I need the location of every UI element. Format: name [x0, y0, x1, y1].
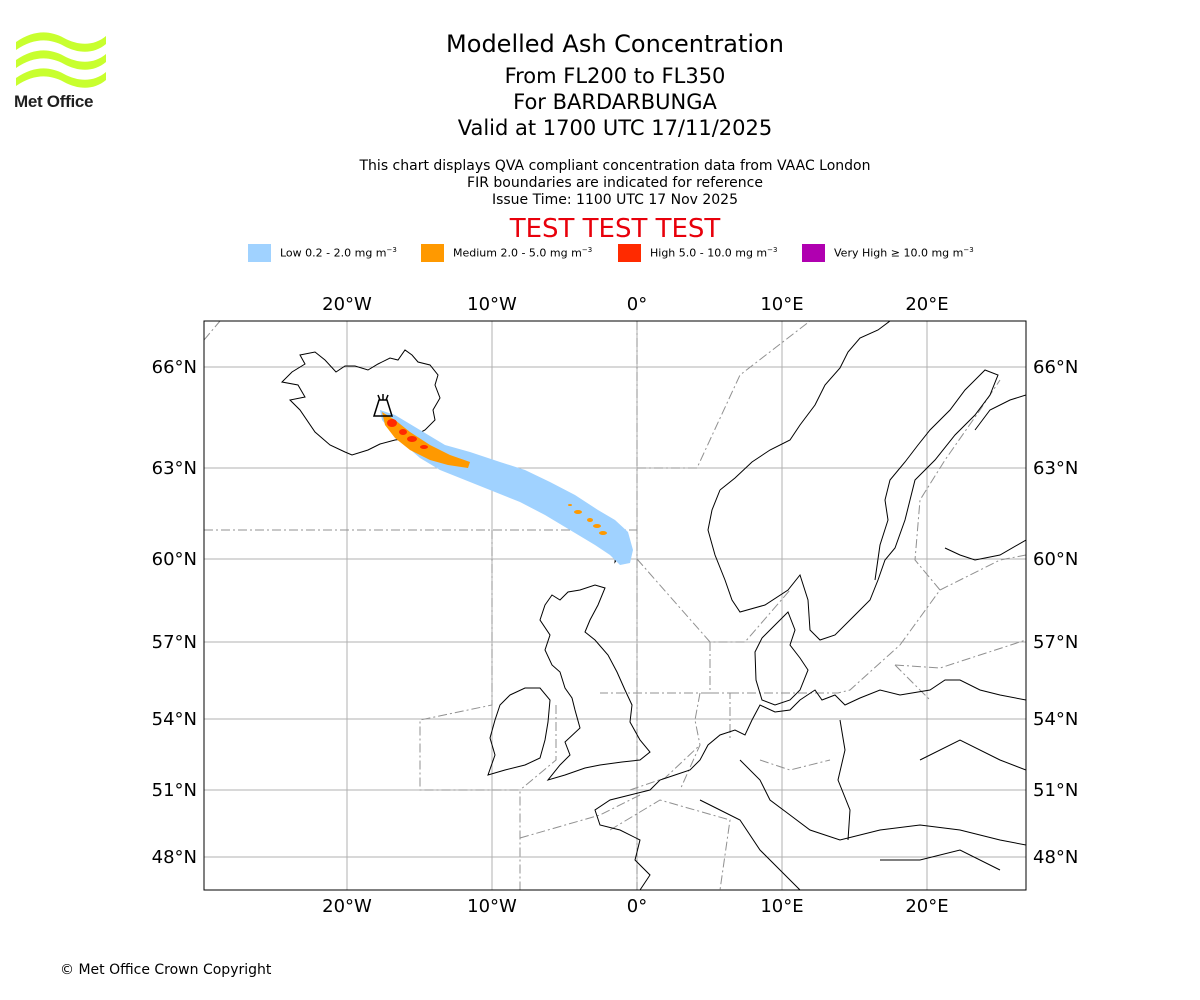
lon-label-top: 20°E: [905, 294, 948, 315]
ash-plume: [380, 410, 633, 565]
test-banner: TEST TEST TEST: [509, 214, 721, 244]
europe-coast: [594, 679, 1026, 890]
lat-label-left: 57°N: [152, 632, 197, 653]
lat-label-left: 60°N: [152, 549, 197, 570]
ash-medium-region: [382, 412, 470, 468]
lon-label-top: 0°: [627, 294, 647, 315]
coastlines: [280, 321, 1026, 890]
logo-text: Met Office: [14, 92, 94, 111]
volcano-icon: [372, 394, 394, 417]
lat-label-left: 54°N: [152, 709, 197, 730]
lon-label-top: 10°W: [467, 294, 517, 315]
graticule: [204, 321, 1026, 890]
lat-label-right: 66°N: [1033, 357, 1078, 378]
chart-title: Modelled Ash Concentration: [446, 30, 784, 58]
lon-label-top: 20°W: [322, 294, 372, 315]
scandinavia-coast: [707, 321, 999, 641]
denmark-coast: [754, 611, 809, 706]
lon-label-bottom: 10°W: [467, 896, 517, 917]
lon-label-top: 10°E: [760, 294, 803, 315]
valid-time: Valid at 1700 UTC 17/11/2025: [457, 116, 773, 140]
lon-label-bottom: 0°: [627, 896, 647, 917]
description-line: This chart displays QVA compliant concen…: [359, 158, 871, 174]
iceland-coast: [280, 349, 441, 456]
ireland-coast: [487, 687, 551, 776]
legend-label-high: High 5.0 - 10.0 mg m−3: [650, 246, 778, 260]
legend-swatch-medium: [421, 244, 444, 262]
copyright: © Met Office Crown Copyright: [60, 962, 272, 978]
britain-coast: [539, 584, 651, 781]
legend-label-low: Low 0.2 - 2.0 mg m−3: [280, 246, 397, 260]
lat-label-right: 60°N: [1033, 549, 1078, 570]
issue-time: Issue Time: 1100 UTC 17 Nov 2025: [491, 192, 739, 208]
met-office-logo: [16, 32, 106, 88]
legend-swatch-low: [248, 244, 271, 262]
legend-swatch-high: [618, 244, 641, 262]
fir-boundaries: [204, 321, 1026, 890]
lat-label-right: 48°N: [1033, 847, 1078, 868]
legend-label-very-high: Very High ≥ 10.0 mg m−3: [834, 246, 974, 260]
lat-label-left: 51°N: [152, 780, 197, 801]
legend-label-medium: Medium 2.0 - 5.0 mg m−3: [453, 246, 593, 260]
lat-label-right: 54°N: [1033, 709, 1078, 730]
map-frame: [203, 320, 1027, 891]
flight-levels: From FL200 to FL350: [504, 64, 726, 88]
lat-label-left: 63°N: [152, 458, 197, 479]
lon-label-bottom: 20°W: [322, 896, 372, 917]
fir-note: FIR boundaries are indicated for referen…: [467, 175, 763, 191]
lat-label-left: 48°N: [152, 847, 197, 868]
lat-label-right: 51°N: [1033, 780, 1078, 801]
lon-label-bottom: 20°E: [905, 896, 948, 917]
ash-low-region: [380, 410, 633, 565]
lat-label-right: 57°N: [1033, 632, 1078, 653]
lon-label-bottom: 10°E: [760, 896, 803, 917]
lat-label-left: 66°N: [152, 357, 197, 378]
volcano-name: For BARDARBUNGA: [513, 90, 717, 114]
legend-swatch-very-high: [802, 244, 825, 262]
lat-label-right: 63°N: [1033, 458, 1078, 479]
